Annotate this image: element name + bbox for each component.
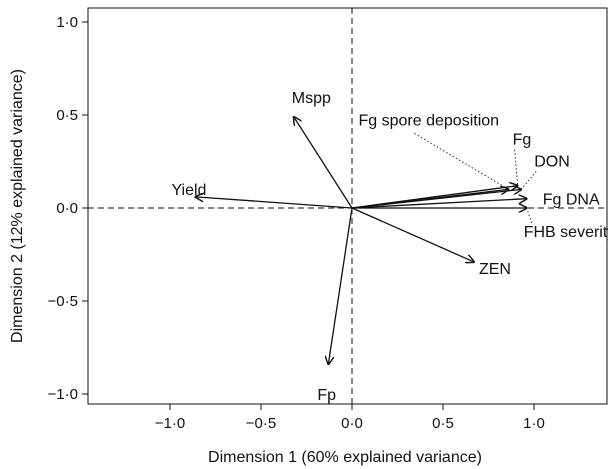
vector-fg	[351, 186, 518, 209]
y-tick-label: −0·5	[48, 293, 78, 310]
axis-ticks: −1·0 −0·5 0·0 0·5 1·0 −1·0 −0·5 0·0 0·5 1·0	[48, 14, 545, 432]
x-tick-label: −0·5	[246, 415, 276, 432]
y-tick-label: 0·0	[56, 200, 78, 217]
label-fp: Fp	[317, 387, 336, 404]
label-yield: Yield	[171, 182, 206, 199]
vector-yield	[195, 197, 353, 209]
label-fhb-severity: FHB severity	[524, 224, 608, 241]
y-tick-label: 0·5	[56, 107, 78, 124]
y-tick-label: −1·0	[48, 386, 78, 403]
vector-zen	[351, 207, 474, 262]
y-axis-title: Dimension 2 (12% explained variance)	[9, 69, 26, 343]
label-fg-dna: Fg DNA	[543, 192, 600, 209]
connector-don	[520, 171, 537, 190]
vector-fg-dna	[351, 199, 527, 209]
reference-lines	[88, 8, 607, 404]
label-fg: Fg	[513, 132, 532, 149]
label-connectors	[414, 132, 537, 224]
connector-fhb-severity	[526, 207, 533, 224]
label-don: DON	[534, 153, 570, 170]
label-fg-spore-deposition: Fg spore deposition	[359, 112, 500, 129]
label-zen: ZEN	[479, 261, 511, 278]
connector-fg	[514, 149, 519, 186]
x-tick-label: 0·0	[341, 415, 363, 432]
vector-fp	[328, 207, 353, 364]
connector-fg-spore-deposition	[414, 132, 509, 190]
label-mspp: Mspp	[292, 90, 331, 107]
vector-mspp	[294, 117, 353, 209]
x-axis-title: Dimension 1 (60% explained variance)	[208, 449, 482, 466]
vector-don	[351, 189, 521, 209]
x-tick-label: 0·5	[432, 415, 454, 432]
x-tick-label: 1·0	[523, 415, 545, 432]
vector-arrows	[195, 117, 526, 364]
plot-frame	[87, 7, 608, 405]
x-tick-label: −1·0	[155, 415, 185, 432]
y-tick-label: 1·0	[56, 14, 78, 31]
